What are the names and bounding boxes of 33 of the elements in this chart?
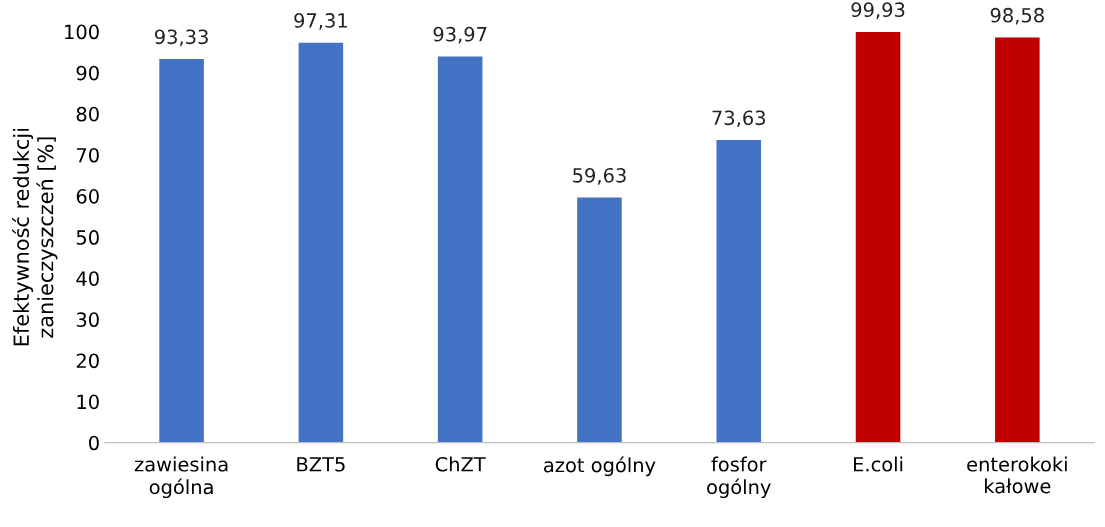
y-tick-label: 30 — [76, 312, 99, 328]
y-tick-label: 40 — [76, 271, 99, 286]
data-label: 97,31 — [294, 13, 347, 30]
bar — [298, 42, 344, 443]
x-tick-label: enterokoki kałowe — [967, 456, 1067, 494]
bar — [995, 37, 1040, 443]
bar — [437, 56, 483, 443]
y-tick-label: 60 — [76, 189, 99, 204]
data-label: 93,97 — [433, 26, 487, 44]
y-tick-label: 80 — [76, 106, 99, 122]
data-label: 99,93 — [851, 2, 905, 20]
data-label: 98,58 — [990, 7, 1044, 25]
x-tick-label: zawiesina ogólna — [134, 456, 228, 499]
x-tick-label: azot ogólny — [544, 456, 656, 477]
y-axis-title: Efektywność redukcji zanieczyszczeń [%] — [12, 128, 58, 346]
y-tick-label: 50 — [76, 230, 99, 245]
y-tick-label: 10 — [77, 394, 99, 410]
data-label: 93,33 — [154, 29, 208, 47]
x-tick-label: BZT5 — [297, 457, 345, 472]
bar — [716, 140, 762, 443]
bar — [159, 59, 204, 443]
bar — [577, 197, 622, 443]
x-tick-label: E.coli — [854, 456, 903, 472]
y-tick-label: 0 — [89, 435, 99, 451]
data-label: 73,63 — [712, 110, 766, 128]
y-tick-label: 20 — [76, 353, 99, 369]
x-tick-label: ChZT — [435, 456, 486, 472]
y-tick-label: 100 — [65, 24, 99, 40]
y-tick-label: 70 — [76, 147, 99, 163]
y-tick-label: 90 — [76, 65, 99, 81]
bar — [855, 31, 901, 443]
data-label: 59,63 — [573, 167, 626, 185]
x-tick-label: fosfor ogólny — [707, 456, 771, 499]
